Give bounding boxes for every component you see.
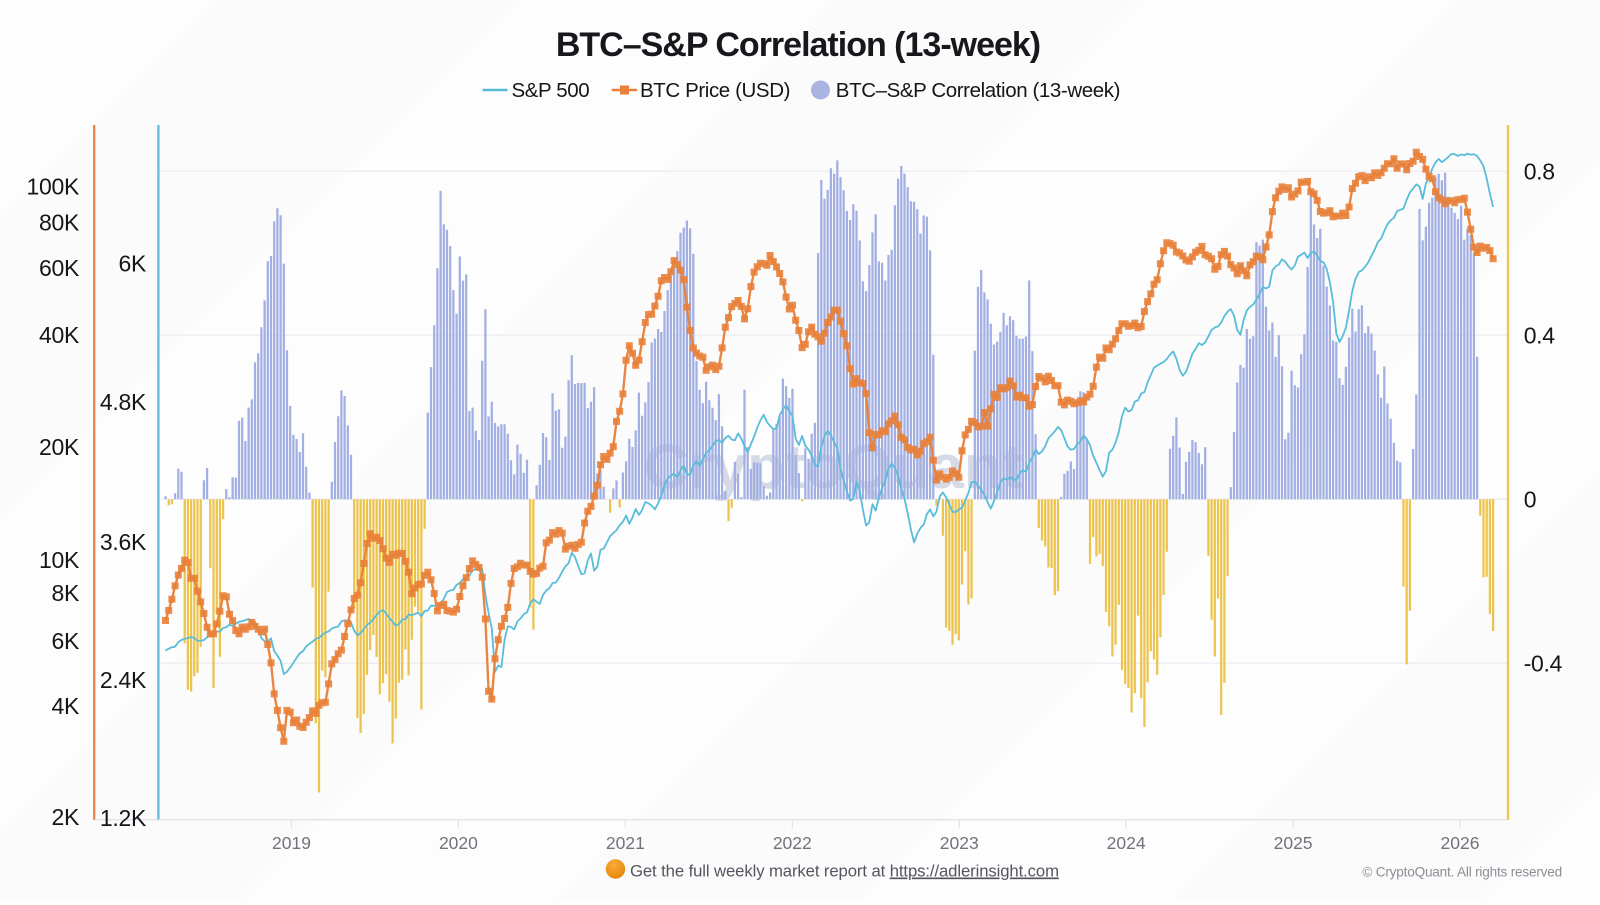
svg-text:0.8: 0.8 (1524, 158, 1555, 184)
svg-text:3.6K: 3.6K (100, 529, 147, 555)
svg-text:BTC–S&P Correlation (13-week): BTC–S&P Correlation (13-week) (556, 26, 1040, 64)
svg-text:BTC–S&P Correlation (13-week): BTC–S&P Correlation (13-week) (836, 79, 1120, 102)
svg-text:0: 0 (1524, 486, 1537, 512)
svg-text:S&P 500: S&P 500 (512, 79, 590, 102)
svg-text:2019: 2019 (272, 833, 311, 853)
svg-text:80K: 80K (39, 210, 80, 236)
svg-text:0.4: 0.4 (1524, 322, 1556, 348)
svg-text:BTC Price (USD): BTC Price (USD) (640, 79, 790, 102)
svg-text:2025: 2025 (1274, 833, 1313, 853)
svg-text:20K: 20K (39, 434, 80, 460)
svg-text:10K: 10K (39, 547, 80, 573)
svg-text:4.8K: 4.8K (100, 389, 147, 415)
svg-text:2024: 2024 (1107, 833, 1146, 853)
svg-text:-0.4: -0.4 (1524, 650, 1563, 676)
svg-text:6K: 6K (118, 251, 146, 277)
svg-text:2023: 2023 (940, 833, 979, 853)
svg-text:2021: 2021 (606, 833, 645, 853)
svg-text:2020: 2020 (439, 833, 478, 853)
svg-text:2022: 2022 (773, 833, 812, 853)
svg-text:Get the full weekly market rep: Get the full weekly market report at htt… (630, 862, 1059, 881)
svg-text:4K: 4K (51, 693, 79, 719)
svg-text:1.2K: 1.2K (100, 805, 147, 831)
svg-text:60K: 60K (39, 255, 80, 281)
svg-text:2026: 2026 (1441, 833, 1480, 853)
svg-text:2K: 2K (51, 804, 79, 830)
svg-text:6K: 6K (51, 628, 79, 654)
svg-text:100K: 100K (26, 174, 79, 200)
svg-text:© CryptoQuant. All rights rese: © CryptoQuant. All rights reserved (1362, 865, 1562, 880)
svg-text:2.4K: 2.4K (100, 667, 147, 693)
svg-text:8K: 8K (51, 580, 79, 606)
svg-text:40K: 40K (39, 322, 80, 348)
